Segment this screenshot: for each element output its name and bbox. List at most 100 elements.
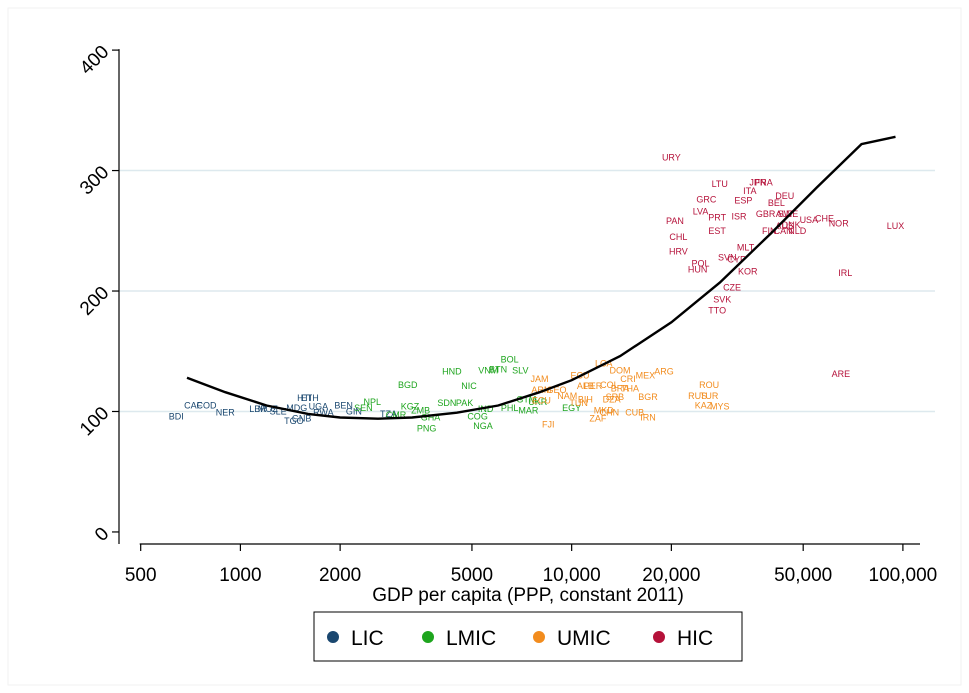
gridlines bbox=[119, 169, 935, 413]
point-hic-usa: USA bbox=[800, 215, 819, 225]
point-hic-che: CHE bbox=[815, 214, 834, 224]
x-tick-label: 100,000 bbox=[869, 565, 938, 586]
point-umic-rou: ROU bbox=[699, 380, 719, 390]
point-umic-rus: RUS bbox=[688, 391, 707, 401]
point-lmic-gtm: GTM bbox=[516, 394, 536, 404]
point-lmic-npl: NPL bbox=[363, 397, 381, 407]
point-lmic-sdn: SDN bbox=[437, 398, 456, 408]
point-umic-dza: DZA bbox=[603, 394, 621, 404]
point-lmic-phl: PHL bbox=[501, 403, 519, 413]
point-lic-eth: ETH bbox=[301, 393, 319, 403]
point-lmic-pak: PAK bbox=[456, 398, 473, 408]
point-lic-gin: GIN bbox=[346, 406, 362, 416]
point-lmic-png: PNG bbox=[417, 423, 437, 433]
x-tick-label: 2000 bbox=[319, 565, 361, 586]
point-umic-col: COL bbox=[600, 380, 619, 390]
point-lmic-ukr: UKR bbox=[528, 397, 548, 407]
point-hic-jpn: JPN bbox=[749, 178, 766, 188]
point-umic-cri: CRI bbox=[620, 374, 636, 384]
point-umic-srb: SRB bbox=[606, 392, 625, 402]
legend-marker-umic bbox=[533, 631, 545, 643]
point-umic-chn: CHN bbox=[600, 408, 620, 418]
legend: LIC LMIC UMIC HIC bbox=[313, 611, 743, 662]
point-lmic-cog: COG bbox=[467, 411, 488, 421]
x-axis-title: GDP per capita (PPP, constant 2011) bbox=[372, 585, 684, 606]
point-hic-prt: PRT bbox=[708, 213, 726, 223]
fit-line bbox=[186, 135, 896, 420]
point-umic-tun: TUN bbox=[569, 398, 588, 408]
point-lmic-vnm: VNM bbox=[478, 366, 498, 376]
point-umic-irn: IRN bbox=[640, 413, 656, 423]
x-tick-label: 20,000 bbox=[642, 565, 700, 586]
point-hic-dnk: DNK bbox=[782, 220, 801, 230]
point-hic-cyp: CYP bbox=[727, 255, 746, 265]
point-hic-ita: ITA bbox=[743, 186, 756, 196]
x-tick-labels: 500 1000 2000 5000 10,000 20,000 50,000 100,000 bbox=[125, 565, 937, 586]
point-hic-can: CAN bbox=[774, 226, 793, 236]
legend-label-hic: HIC bbox=[677, 627, 713, 650]
x-tick-label: 1000 bbox=[219, 565, 261, 586]
point-hic-kor: KOR bbox=[738, 267, 758, 277]
point-hic-tto: TTO bbox=[708, 305, 726, 315]
point-hic-bel: BEL bbox=[768, 198, 785, 208]
point-hic-nor: NOR bbox=[829, 219, 850, 229]
point-umic-per: PER bbox=[584, 381, 603, 391]
point-lic-tgo: TGO bbox=[284, 416, 304, 426]
point-lic-gnb: GNB bbox=[292, 414, 312, 424]
point-hic-irl: IRL bbox=[838, 268, 852, 278]
point-umic-geo: GEO bbox=[546, 385, 566, 395]
legend-marker-hic bbox=[653, 631, 665, 643]
point-lmic-mar: MAR bbox=[518, 405, 539, 415]
point-umic-cub: CUB bbox=[625, 408, 644, 418]
point-hic-pol: POL bbox=[692, 258, 710, 268]
point-lmic-ind: IND bbox=[478, 404, 494, 414]
point-hic-cze: CZE bbox=[723, 282, 741, 292]
point-hic-ury: URY bbox=[662, 152, 681, 162]
point-hic-est: EST bbox=[708, 226, 726, 236]
point-lmic-gha: GHA bbox=[421, 413, 441, 423]
point-lic-moz: MOZ bbox=[258, 404, 278, 414]
point-umic-mkd: MKD bbox=[594, 405, 615, 415]
point-hic-fin: FIN bbox=[762, 226, 777, 236]
point-lmic-nga: NGA bbox=[473, 421, 493, 431]
point-umic-nam: NAM bbox=[557, 391, 577, 401]
axes bbox=[112, 49, 920, 551]
legend-label-umic: UMIC bbox=[557, 627, 611, 650]
point-umic-bih: BIH bbox=[578, 394, 593, 404]
point-lmic-egy: EGY bbox=[562, 403, 581, 413]
point-umic-mys: MYS bbox=[710, 402, 730, 412]
point-umic-zaf: ZAF bbox=[589, 414, 607, 424]
point-umic-tur: TUR bbox=[700, 391, 719, 401]
point-lmic-hnd: HND bbox=[442, 367, 462, 377]
x-tick-label: 5000 bbox=[451, 565, 493, 586]
point-umic-arm: ARM bbox=[531, 385, 551, 395]
point-umic-bgr: BGR bbox=[638, 392, 658, 402]
point-hic-lux: LUX bbox=[887, 221, 905, 231]
point-lmic-bol: BOL bbox=[501, 355, 519, 365]
point-hic-swe: SWE bbox=[778, 209, 799, 219]
point-lic-caf: CAF bbox=[184, 400, 203, 410]
legend-marker-lmic bbox=[422, 631, 434, 643]
point-umic-kaz: KAZ bbox=[695, 400, 713, 410]
point-umic-bra: BRA bbox=[611, 384, 630, 394]
point-hic-esp: ESP bbox=[734, 196, 752, 206]
x-tick-label: 500 bbox=[125, 565, 157, 586]
outer-frame bbox=[7, 7, 962, 686]
point-lic-tza: TZA bbox=[380, 409, 397, 419]
point-hic-grc: GRC bbox=[696, 194, 717, 204]
point-hic-svk: SVK bbox=[713, 294, 731, 304]
point-hic-mlt: MLT bbox=[737, 243, 755, 253]
point-umic-alb: ALB bbox=[577, 381, 594, 391]
point-hic-ltu: LTU bbox=[712, 179, 728, 189]
point-lic-lbr: LBR bbox=[249, 404, 267, 414]
point-hic-hrv: HRV bbox=[669, 246, 688, 256]
point-lic-ner: NER bbox=[216, 408, 236, 418]
point-hic-fra: FRA bbox=[755, 178, 773, 188]
legend-marker-lic bbox=[327, 631, 339, 643]
point-hic-svn: SVN bbox=[718, 252, 737, 262]
point-hic-are: ARE bbox=[832, 369, 851, 379]
legend-items: LIC LMIC UMIC HIC bbox=[327, 627, 713, 650]
legend-label-lic: LIC bbox=[351, 627, 384, 650]
